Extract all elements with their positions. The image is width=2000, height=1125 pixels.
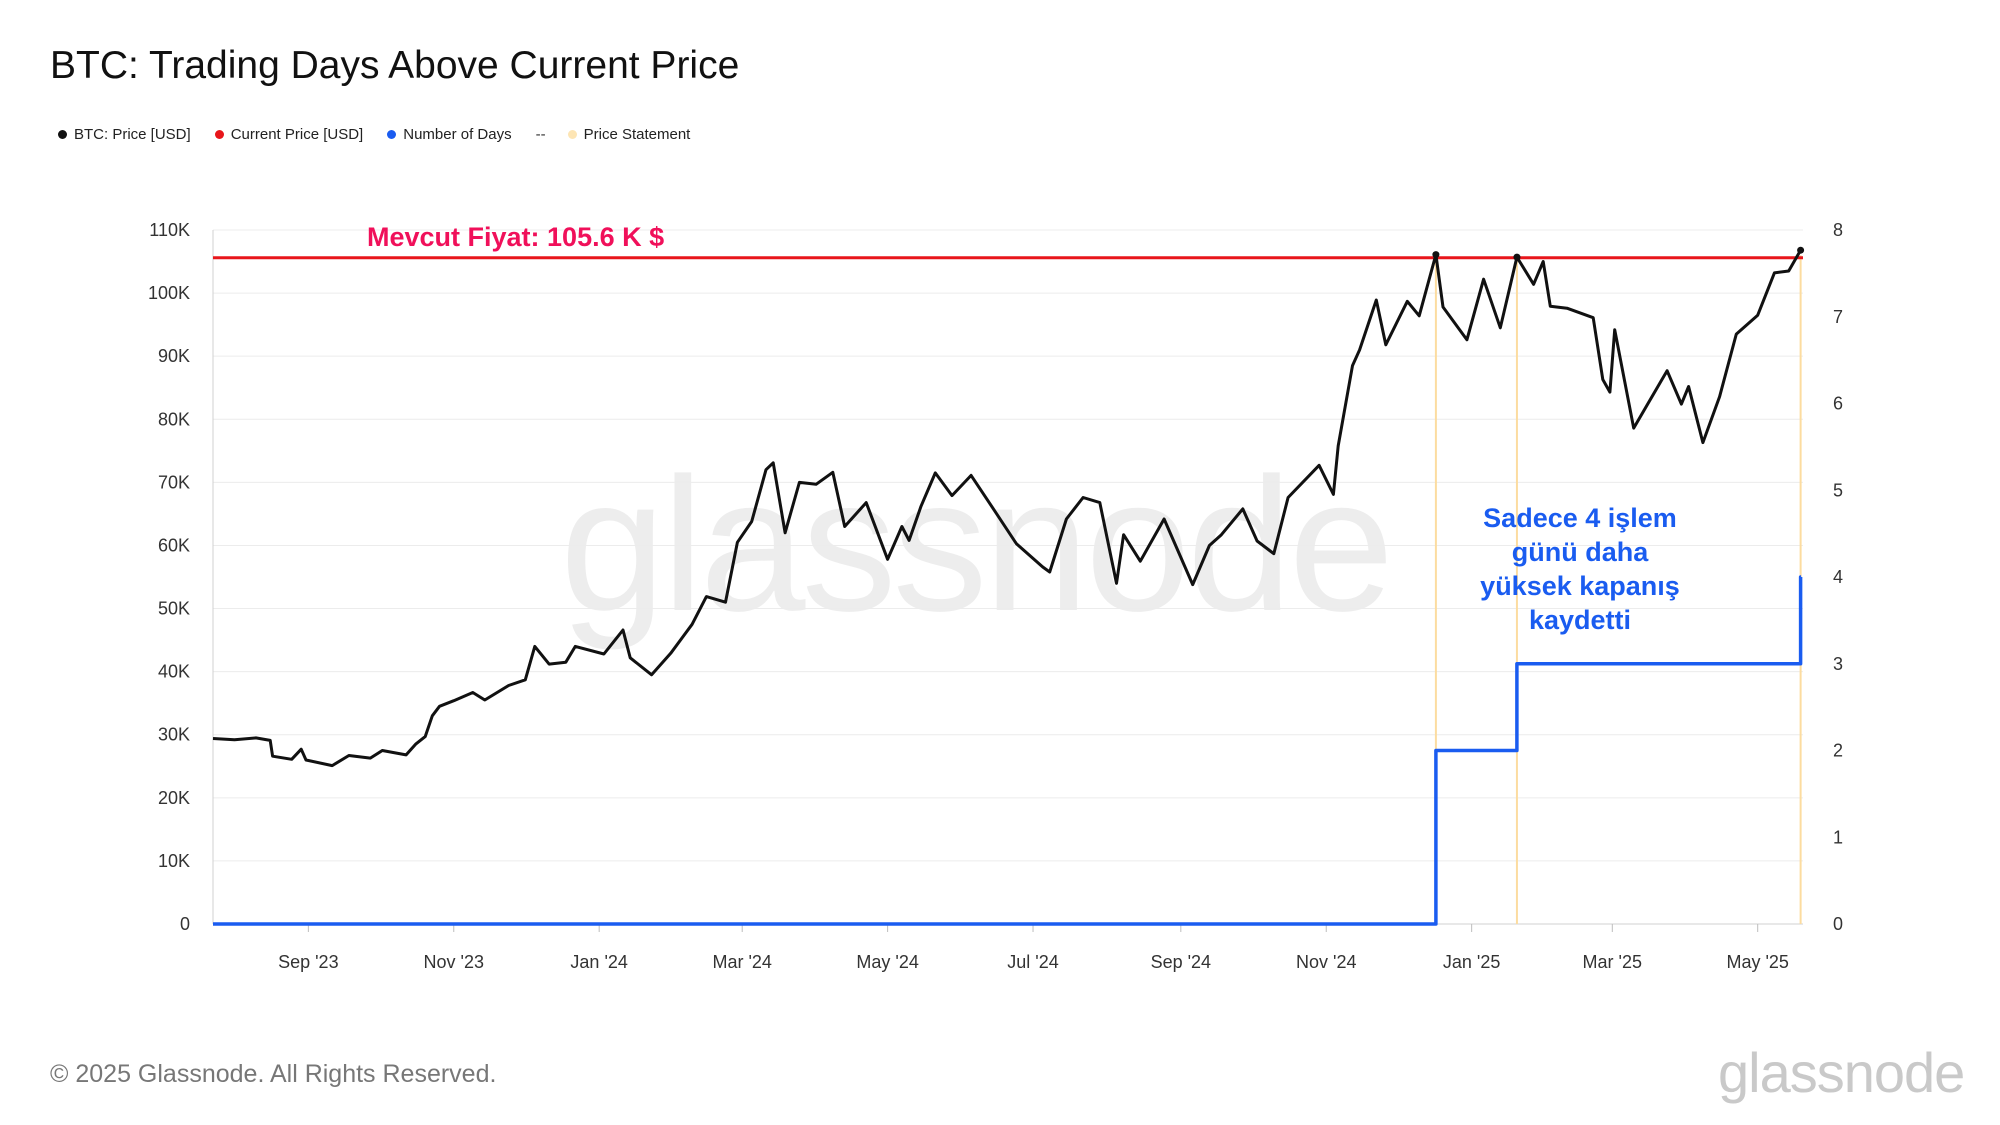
y-right-tick-label: 4 <box>1833 567 1843 587</box>
legend-dot-btc-price <box>58 130 67 139</box>
x-tick-label: Jan '25 <box>1443 952 1500 972</box>
chart-title: BTC: Trading Days Above Current Price <box>50 44 740 87</box>
y-left-tick-label: 10K <box>158 851 190 871</box>
legend-label-price-statement: Price Statement <box>583 126 691 143</box>
x-tick-label: May '25 <box>1726 952 1788 972</box>
price-statement-point <box>1513 253 1521 261</box>
copyright-text: © 2025 Glassnode. All Rights Reserved. <box>50 1060 497 1088</box>
price-statement-point <box>1432 251 1440 259</box>
legend-item-btc-price[interactable]: BTC: Price [USD] <box>58 126 191 143</box>
legend-dot-current-price <box>214 130 224 139</box>
legend-item-number-of-days[interactable]: Number of Days <box>387 126 512 143</box>
x-tick-label: Mar '24 <box>712 952 771 972</box>
x-tick-label: Nov '23 <box>424 952 484 972</box>
legend-dot-price-statement <box>567 130 577 139</box>
current-price-annotation: Mevcut Fiyat: 105.6 K $ <box>367 222 664 252</box>
y-left-tick-label: 0 <box>180 914 190 934</box>
number-of-days-annotation: günü daha <box>1512 537 1649 567</box>
legend: BTC: Price [USD] Current Price [USD] Num… <box>58 126 714 143</box>
y-left-tick-label: 90K <box>158 346 190 366</box>
y-right-tick-label: 3 <box>1833 654 1843 674</box>
y-right-tick-label: 6 <box>1833 394 1843 414</box>
x-tick-label: Jul '24 <box>1007 952 1058 972</box>
y-right-tick-label: 5 <box>1833 480 1843 500</box>
legend-label-current-price: Current Price [USD] <box>230 126 364 143</box>
number-of-days-annotation: yüksek kapanış <box>1480 571 1680 601</box>
x-tick-label: Jan '24 <box>570 952 627 972</box>
legend-dot-number-of-days <box>387 130 397 139</box>
y-right-tick-label: 7 <box>1833 307 1843 327</box>
legend-label-number-of-days: Number of Days <box>403 126 512 143</box>
series-line-number-of-days <box>213 575 1803 926</box>
price-statement-point <box>1797 246 1805 254</box>
number-of-days-annotation: Sadece 4 işlem <box>1483 503 1677 533</box>
y-left-tick-label: 30K <box>158 725 190 745</box>
y-right-tick-label: 2 <box>1833 741 1843 761</box>
y-left-tick-label: 70K <box>158 472 190 492</box>
y-left-tick-label: 60K <box>158 535 190 555</box>
y-left-tick-label: 20K <box>158 788 190 808</box>
x-tick-label: Mar '25 <box>1583 952 1642 972</box>
y-right-tick-label: 1 <box>1833 827 1843 847</box>
series-line-btc-price <box>212 249 1802 768</box>
x-tick-label: Nov '24 <box>1296 952 1356 972</box>
legend-label-btc-price: BTC: Price [USD] <box>74 126 191 143</box>
legend-dash: -- <box>535 126 546 143</box>
y-left-tick-label: 40K <box>158 662 190 682</box>
glassnode-logo: glassnode <box>1718 1041 1965 1104</box>
y-right-tick-label: 8 <box>1833 220 1843 240</box>
legend-item-price-statement[interactable]: Price Statement <box>567 126 691 143</box>
x-tick-label: Sep '23 <box>278 952 339 972</box>
y-left-tick-label: 110K <box>149 220 190 240</box>
y-left-tick-label: 50K <box>158 599 190 619</box>
number-of-days-annotation: kaydetti <box>1529 605 1631 635</box>
y-left-tick-label: 80K <box>158 409 190 429</box>
y-left-tick-label: 100K <box>148 283 190 303</box>
legend-item-current-price[interactable]: Current Price [USD] <box>214 126 364 143</box>
y-right-tick-label: 0 <box>1833 914 1843 934</box>
x-tick-label: Sep '24 <box>1151 952 1212 972</box>
x-tick-label: May '24 <box>856 952 918 972</box>
